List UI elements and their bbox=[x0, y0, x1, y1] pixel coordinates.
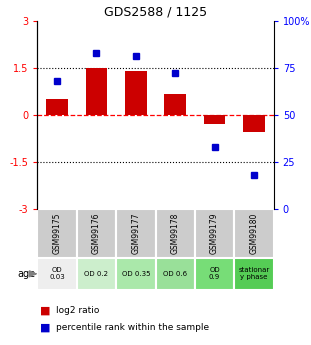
Text: ■: ■ bbox=[40, 306, 51, 315]
Text: GSM99178: GSM99178 bbox=[171, 213, 180, 254]
Text: GSM99177: GSM99177 bbox=[131, 213, 140, 254]
Bar bbox=[234, 258, 274, 290]
Text: OD 0.2: OD 0.2 bbox=[84, 271, 109, 277]
Text: OD 0.6: OD 0.6 bbox=[163, 271, 187, 277]
Bar bbox=[195, 209, 234, 258]
Bar bbox=[77, 209, 116, 258]
Bar bbox=[195, 258, 234, 290]
Bar bbox=[243, 115, 265, 132]
Bar bbox=[125, 71, 146, 115]
Bar bbox=[116, 258, 156, 290]
Text: OD 0.35: OD 0.35 bbox=[122, 271, 150, 277]
Bar bbox=[86, 68, 107, 115]
Text: OD
0.03: OD 0.03 bbox=[49, 267, 65, 280]
Text: OD
0.9: OD 0.9 bbox=[209, 267, 220, 280]
Text: age: age bbox=[17, 269, 35, 279]
Bar bbox=[204, 115, 225, 124]
Bar bbox=[156, 258, 195, 290]
Text: GSM99179: GSM99179 bbox=[210, 213, 219, 254]
Text: GSM99176: GSM99176 bbox=[92, 213, 101, 254]
Bar bbox=[116, 209, 156, 258]
Text: ■: ■ bbox=[40, 323, 51, 333]
Bar bbox=[77, 258, 116, 290]
Text: stationar
y phase: stationar y phase bbox=[238, 267, 270, 280]
Bar bbox=[37, 258, 77, 290]
Text: GSM99180: GSM99180 bbox=[249, 213, 258, 254]
Bar bbox=[46, 99, 68, 115]
Text: GSM99175: GSM99175 bbox=[53, 213, 62, 254]
Bar bbox=[156, 209, 195, 258]
Bar bbox=[164, 95, 186, 115]
Bar bbox=[37, 209, 77, 258]
Bar bbox=[234, 209, 274, 258]
Title: GDS2588 / 1125: GDS2588 / 1125 bbox=[104, 5, 207, 18]
Text: log2 ratio: log2 ratio bbox=[56, 306, 99, 315]
Text: percentile rank within the sample: percentile rank within the sample bbox=[56, 323, 209, 332]
